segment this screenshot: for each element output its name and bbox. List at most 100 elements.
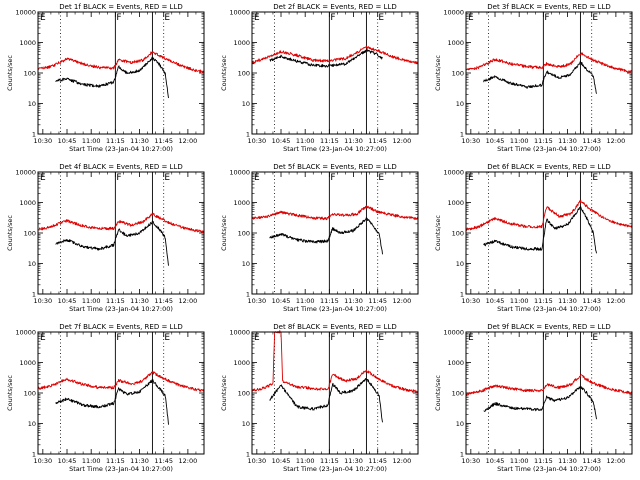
panel-9-frame [465, 331, 633, 455]
panel-5-xtick-label: 12:00 [393, 297, 412, 305]
panel-9-ylabel: Counts/sec [434, 375, 442, 411]
panel-5-frame [251, 171, 419, 295]
panel-7-xtick-label: 10:30 [33, 457, 52, 465]
panel-5-series-events-line [269, 216, 383, 255]
panel-5-xtick-label: 11:15 [320, 297, 339, 305]
panel-2-frame [251, 11, 419, 135]
panel-1-title: Det 1f BLACK = Events, RED = LLD [59, 3, 182, 11]
panel-8-ytick-label: 10000 [229, 329, 250, 337]
panel-6-xtick-label: 11:00 [510, 297, 529, 305]
panel-6-ylabel: Counts/sec [434, 215, 442, 251]
panel-2-xtick-label: 12:00 [393, 137, 412, 145]
panel-8-ytick-label: 1 [246, 451, 250, 459]
panel-4-xtick-label: 10:45 [58, 297, 77, 305]
panel-1-xtick-label: 11:45 [154, 137, 173, 145]
panel-1-xtick-label: 11:15 [106, 137, 125, 145]
panel-7-flag-label: F [116, 333, 121, 343]
panel-9-title: Det 9f BLACK = Events, RED = LLD [487, 323, 610, 331]
panel-6-ytick-label: 10 [456, 260, 464, 268]
panel-4-frame [37, 171, 205, 295]
panel-8-ytick-label: 1000 [233, 359, 250, 367]
panel-9-series-events-line [483, 385, 597, 420]
panel-4-flag-label: F [116, 173, 121, 183]
panel-7-xtick-label: 11:15 [106, 457, 125, 465]
panel-6-ytick-label: 1 [460, 291, 464, 299]
panel-7-ytick-label: 1000 [19, 359, 36, 367]
panel-8-flag-label: F [330, 333, 335, 343]
panel-4-flag-label: E [164, 173, 170, 183]
panel-8-ytick-label: 100 [238, 390, 250, 398]
panel-1-flag-label: E [164, 13, 170, 23]
panel-3-ytick-label: 10 [456, 100, 464, 108]
panel-4-xtick-label: 12:00 [179, 297, 198, 305]
panel-4-ytick-label: 100 [24, 230, 36, 238]
panel-8-series-lld-line [251, 330, 419, 393]
panel-1-ytick-label: 1 [32, 131, 36, 139]
panel-5-ytick-label: 100 [238, 230, 250, 238]
panel-3-xlabel: Start Time (23-Jan-04 10:27:00) [497, 145, 601, 153]
panel-3-xtick-label: 11:00 [510, 137, 529, 145]
panel-6-series-events-line [483, 206, 597, 254]
panel-6-flag-label: F [544, 173, 549, 183]
panel-7-ytick-label: 100 [24, 390, 36, 398]
panel-7-series-events-line [55, 379, 169, 425]
panel-1-xtick-label: 11:00 [82, 137, 101, 145]
panel-6-flag-label: E [592, 173, 598, 183]
panel-5-ytick-label: 1000 [233, 199, 250, 207]
panel-3-ytick-label: 10000 [443, 9, 464, 17]
panel-8-xtick-label: 10:30 [247, 457, 266, 465]
panel-9-xtick-label: 11:15 [534, 457, 553, 465]
panel-5-ylabel: Counts/sec [220, 215, 228, 251]
panel-9-ytick-label: 1000 [447, 359, 464, 367]
panel-2-xtick-label: 11:00 [296, 137, 315, 145]
panel-2-ylabel: Counts/sec [220, 55, 228, 91]
panel-2-ytick-label: 10 [242, 100, 250, 108]
panel-5-xtick-label: 11:00 [296, 297, 315, 305]
panel-4-series-lld-line [37, 212, 205, 234]
panel-8-xtick-label: 11:00 [296, 457, 315, 465]
panel-3-flag-label: E [468, 13, 474, 23]
panel-2-ytick-label: 1 [246, 131, 250, 139]
panel-4: Det 4f BLACK = Events, RED = LLD Counts/s… [6, 163, 205, 313]
panel-4-title: Det 4f BLACK = Events, RED = LLD [59, 163, 182, 171]
panel-6-xtick-label: 11:30 [558, 297, 577, 305]
panel-3-xtick-label: 10:30 [461, 137, 480, 145]
panel-7-series-lld-line [37, 370, 205, 392]
panel-6-frame [465, 171, 633, 295]
panel-1-ytick-label: 100 [24, 70, 36, 78]
panel-7-xtick-label: 10:45 [58, 457, 77, 465]
panel-2-xtick-label: 11:30 [344, 137, 363, 145]
panel-5-ytick-label: 1 [246, 291, 250, 299]
panel-9-xtick-label: 11:43 [582, 457, 601, 465]
panel-2-xtick-label: 10:45 [272, 137, 291, 145]
panel-1-ytick-label: 10 [28, 100, 36, 108]
panel-3-xtick-label: 11:15 [534, 137, 553, 145]
panel-1-series-events-line [55, 56, 169, 99]
panel-5-xtick-label: 11:30 [344, 297, 363, 305]
panel-4-xtick-label: 11:15 [106, 297, 125, 305]
panel-8-flag-label: E [254, 333, 260, 343]
panel-8-series-events-line [269, 378, 383, 423]
panel-5-flag-label: F [330, 173, 335, 183]
panel-7-xtick-label: 11:00 [82, 457, 101, 465]
panel-2-series-lld-line [251, 45, 419, 65]
panel-5-title: Det 5f BLACK = Events, RED = LLD [273, 163, 396, 171]
panel-4-xtick-label: 10:30 [33, 297, 52, 305]
panel-1-xlabel: Start Time (23-Jan-04 10:27:00) [69, 145, 173, 153]
panel-9-xtick-label: 11:00 [510, 457, 529, 465]
panel-8-xtick-label: 11:15 [320, 457, 339, 465]
panel-2-flag-label: F [330, 13, 335, 23]
panel-5-flag-label: E [378, 173, 384, 183]
panel-2-title: Det 2f BLACK = Events, RED = LLD [273, 3, 396, 11]
panel-5: Det 5f BLACK = Events, RED = LLD Counts/s… [220, 163, 419, 313]
panel-5-series-lld-line [251, 205, 419, 221]
panel-9-xtick-label: 10:45 [486, 457, 505, 465]
panel-6-xtick-label: 10:45 [486, 297, 505, 305]
panel-2-ytick-label: 1000 [233, 39, 250, 47]
panel-2-flag-label: E [254, 13, 260, 23]
panel-3-xtick-label: 12:00 [607, 137, 626, 145]
panel-2-xlabel: Start Time (23-Jan-04 10:27:00) [283, 145, 387, 153]
panel-8-xlabel: Start Time (23-Jan-04 10:27:00) [283, 465, 387, 473]
panel-4-series-events-line [55, 220, 169, 266]
